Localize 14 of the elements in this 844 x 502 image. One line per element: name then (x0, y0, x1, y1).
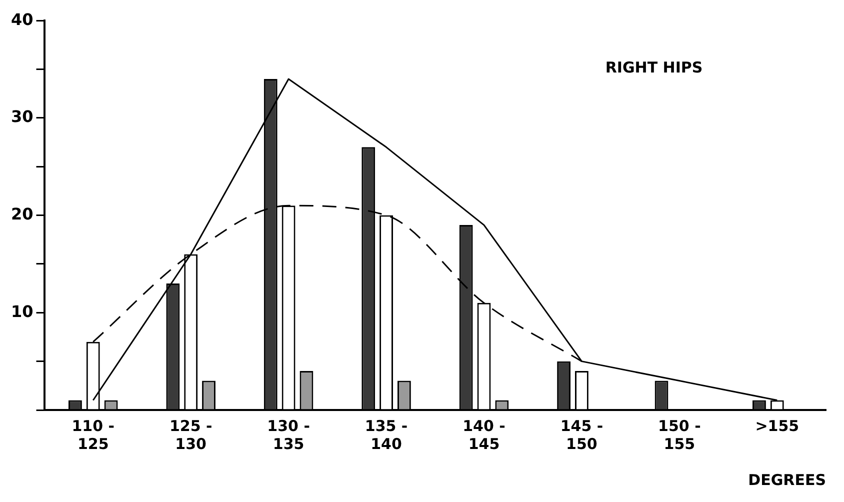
x-tick-label: 125 - 130 (169, 416, 212, 453)
x-tick-label: 150 - 155 (658, 416, 701, 453)
text: RIGHT HIPS (605, 58, 703, 76)
x-tick-label: 140 - 145 (462, 416, 506, 453)
x-axis-title: DEGREES (748, 470, 826, 489)
y-tick-label: 20 (11, 204, 34, 224)
x-tick-label: >155 (755, 416, 800, 435)
x-tick-label: 135 - 140 (364, 416, 408, 453)
y-tick-label: 10 (11, 302, 34, 321)
x-tick-label: 130 - 135 (267, 416, 310, 453)
y-tick-label: 40 (11, 10, 34, 29)
x-tick-label: 110 - 125 (72, 416, 115, 453)
x-tick-label: 145 - 150 (560, 416, 604, 453)
y-tick-label: 30 (11, 107, 34, 126)
